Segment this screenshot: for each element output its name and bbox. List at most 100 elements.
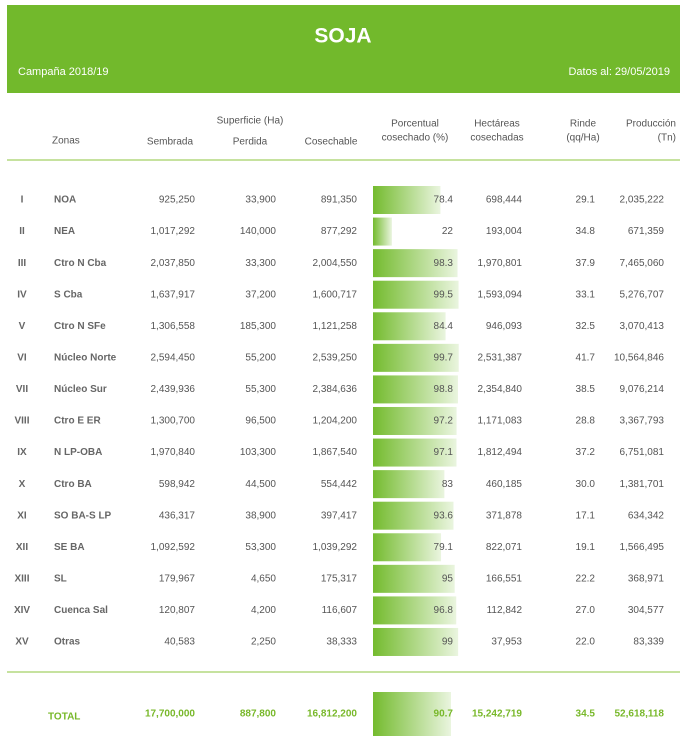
pct-bar [373,249,458,278]
cell: 83 [442,479,454,490]
cell: 2,594,450 [151,352,196,363]
cell: 436,317 [159,510,196,521]
cell: 368,971 [628,573,665,584]
cell: 9,076,214 [620,384,665,395]
header-band [7,5,680,93]
zone: II [19,226,25,237]
cell: 90.7 [434,709,454,720]
cell: 93.6 [434,510,454,521]
cell: 37.9 [576,258,596,269]
cell: 28.8 [576,416,596,427]
cell: 95 [442,573,454,584]
zone-name: S Cba [54,289,83,300]
pct-bar [373,596,457,625]
cell: 1,812,494 [478,447,523,458]
cell: 7,465,060 [620,258,665,269]
cell: 2,531,387 [478,352,523,363]
cell: 53,300 [245,542,276,553]
cell: 5,276,707 [620,289,665,300]
column-group: Superficie (Ha) [217,116,284,127]
cell: 2,354,840 [478,384,523,395]
cell: 698,444 [486,195,523,206]
cell: 925,250 [159,195,196,206]
column-header: (qq/Ha) [566,133,599,144]
cell: 1,092,592 [151,542,196,553]
cell: 99.7 [434,352,454,363]
pct-bar [373,692,452,736]
cell: 371,878 [486,510,523,521]
cell: 38.5 [576,384,596,395]
cell: 78.4 [434,195,454,206]
zone: XIII [14,573,29,584]
cell: 37.2 [576,447,596,458]
cell: 1,381,701 [620,479,665,490]
cell: 1,593,094 [478,289,523,300]
cell: 179,967 [159,573,196,584]
cell: 4,200 [251,605,276,616]
cell: 1,600,717 [313,289,358,300]
cell: 41.7 [576,352,596,363]
pct-bar [373,375,458,404]
cell: 30.0 [576,479,596,490]
cell: 1,637,917 [151,289,196,300]
cell: 22 [442,226,454,237]
pct-bar [373,406,457,435]
cell: 397,417 [321,510,358,521]
zone: VII [16,384,28,395]
cell: 44,500 [245,479,276,490]
zone-name: Otras [54,637,81,648]
cell: 2,250 [251,637,276,648]
cell: 822,071 [486,542,523,553]
cell: 98.3 [434,258,454,269]
pct-bar [373,312,446,341]
column-header: Producción [626,119,676,130]
zone: IV [17,289,27,300]
title: SOJA [314,25,371,48]
cell: 166,551 [486,573,523,584]
cell: 37,200 [245,289,276,300]
cell: 460,185 [486,479,523,490]
cell: 598,942 [159,479,196,490]
cell: 112,842 [487,605,523,616]
cell: 98.8 [434,384,454,395]
column-header: Sembrada [147,137,194,148]
cell: 1,306,558 [151,321,196,332]
pct-bar [373,501,454,530]
cell: 34.5 [576,709,596,720]
zone-name: Ctro E ER [54,416,101,427]
cell: 2,035,222 [620,195,665,206]
column-header: cosechado (%) [382,133,449,144]
cell: 193,004 [486,226,523,237]
cell: 97.2 [434,416,454,427]
zone: VIII [14,416,29,427]
cell: 40,583 [164,637,195,648]
cell: 33,300 [245,258,276,269]
pct-bar [373,564,455,593]
cell: 22.0 [576,637,596,648]
cell: 304,577 [628,605,665,616]
zone-name: SE BA [54,542,85,553]
cell: 175,317 [321,573,358,584]
cell: 1,204,200 [313,416,358,427]
zone-name: SL [54,573,67,584]
cell: 6,751,081 [620,447,665,458]
column-header: Rinde [570,119,597,130]
cell: 15,242,719 [472,709,522,720]
cell: 946,093 [486,321,523,332]
cell: 99.5 [434,289,454,300]
pct-bar [373,343,459,372]
cell: 1,300,700 [151,416,196,427]
cell: 10,564,846 [614,352,664,363]
cell: 2,384,636 [313,384,358,395]
cell: 17,700,000 [145,709,195,720]
cell: 84.4 [434,321,454,332]
cell: 97.1 [434,447,454,458]
cell: 55,300 [245,384,276,395]
cell: 671,359 [628,226,665,237]
total-label: TOTAL [48,712,80,723]
column-header: Zonas [52,136,80,147]
zone-name: NOA [54,195,76,206]
zone-name: Cuenca Sal [54,605,108,616]
cell: 38,900 [245,510,276,521]
cell: 891,350 [321,195,358,206]
